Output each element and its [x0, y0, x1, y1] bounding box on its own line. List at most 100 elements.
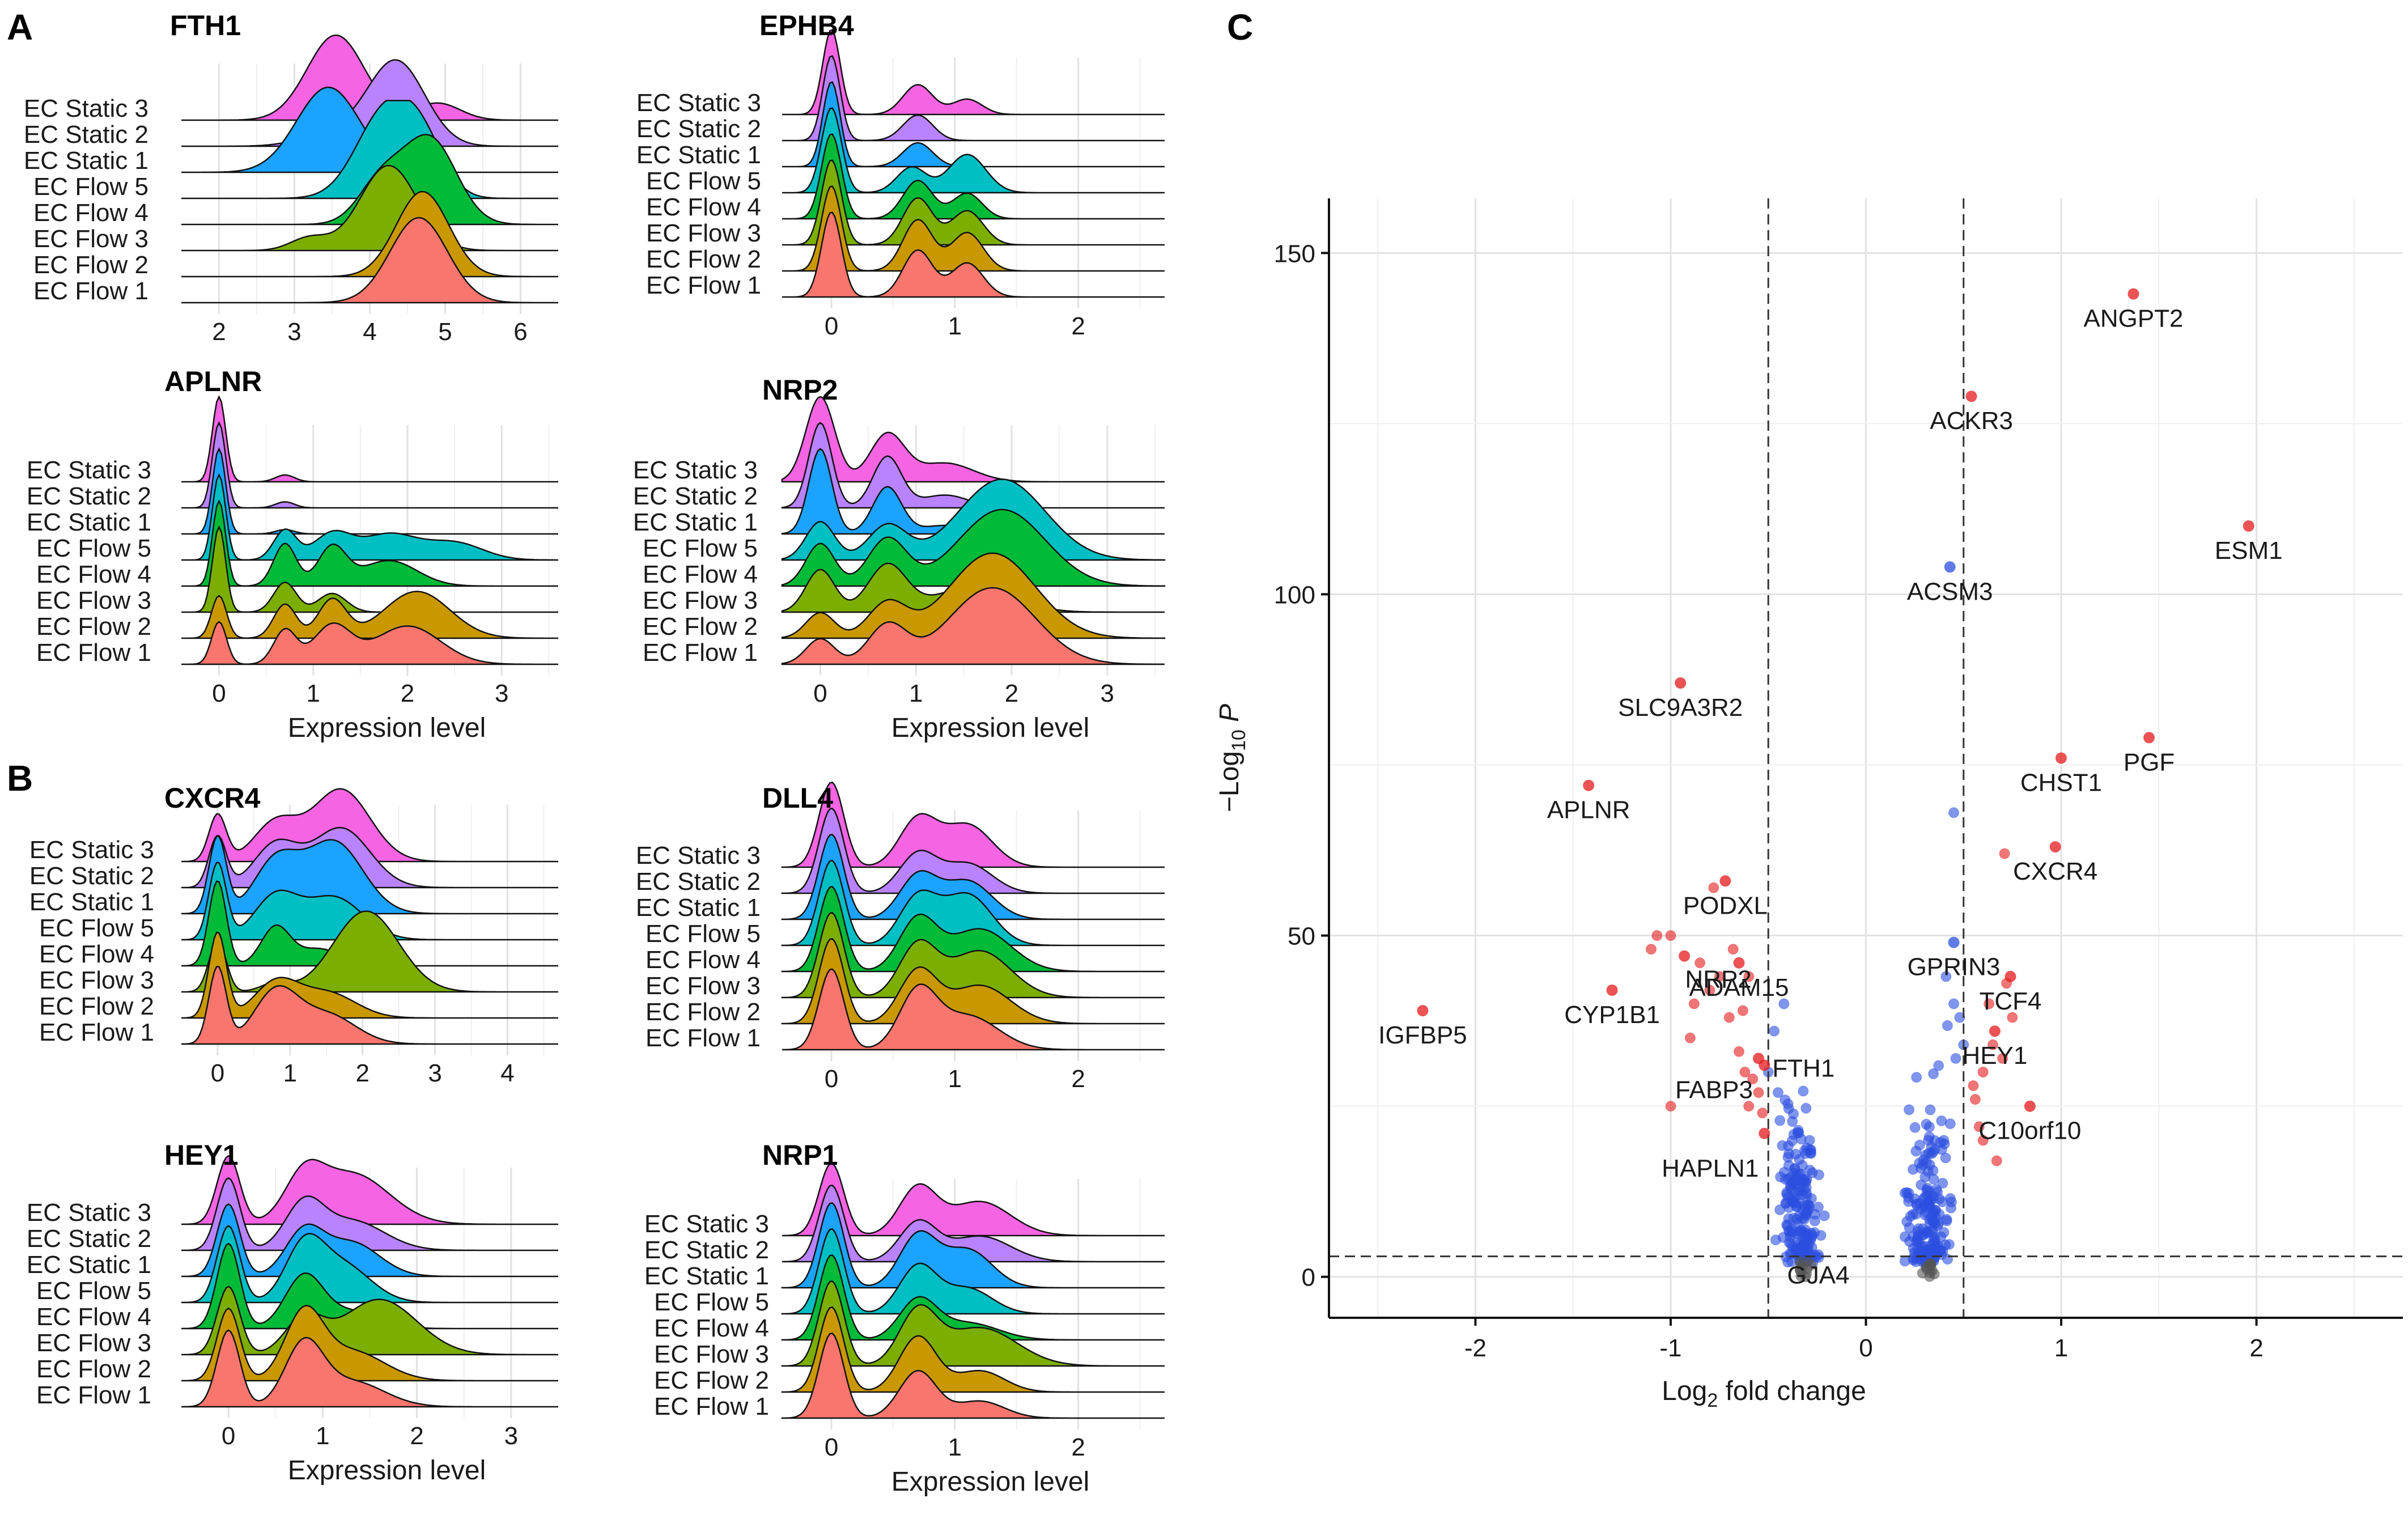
- volcano-point-p: [1932, 1186, 1943, 1198]
- volcano-point-p: [1948, 998, 1959, 1009]
- ridge-title: EPHB4: [759, 10, 854, 41]
- volcano-point-p: [1911, 1198, 1922, 1210]
- ridge-plot-fth1: EC Static 3EC Static 2EC Static 1EC Flow…: [24, 10, 558, 346]
- ridge-row-label: EC Flow 5: [36, 1277, 151, 1305]
- volcano-point-ackr3: [1965, 391, 1977, 402]
- volcano-plot: ANGPT2 ACKR3 ESM1 ACSM3 SLC9A3R2 PGF CHST1 APLN…: [1214, 198, 2403, 1411]
- volcano-point-label: HAPLN1: [1662, 1155, 1759, 1182]
- volcano-point-p: [1932, 1220, 1943, 1231]
- volcano-point-p: [1922, 1197, 1934, 1208]
- ridge-plot-nrp2: EC Static 3EC Static 2EC Static 1EC Flow…: [633, 374, 1166, 743]
- volcano-point-hapln1: [1759, 1127, 1770, 1139]
- volcano-point-label: FTH1: [1772, 1054, 1834, 1082]
- volcano-point-p: [1909, 1247, 1920, 1258]
- volcano-point-label: ADAM15: [1689, 974, 1789, 1002]
- ridge-row-label: EC Flow 1: [36, 1381, 151, 1409]
- ridge-title: NRP2: [762, 374, 838, 406]
- volcano-x-tick-label: 0: [1859, 1334, 1872, 1362]
- ridge-tick-label: 1: [948, 1433, 962, 1461]
- volcano-point-label: GJA4: [1787, 1262, 1849, 1289]
- ridge-row-label: EC Static 3: [27, 1199, 151, 1227]
- ridge-row-label: EC Static 1: [644, 1262, 769, 1290]
- volcano-point-p: [1911, 1072, 1922, 1083]
- volcano-point-label: C10orf10: [1978, 1117, 2081, 1145]
- volcano-point-label: ACKR3: [1930, 407, 2013, 435]
- ridge-row-label: EC Flow 3: [645, 972, 761, 1000]
- volcano-point-p: [1782, 1152, 1794, 1163]
- volcano-point-p: [1904, 1222, 1915, 1233]
- ridge-row-label: EC Static 1: [27, 1251, 151, 1279]
- volcano-point-p: [1806, 1148, 1816, 1159]
- ridge-tick-label: 2: [355, 1059, 369, 1087]
- volcano-point-label: SLC9A3R2: [1618, 694, 1743, 722]
- volcano-point-p: [1910, 1145, 1922, 1157]
- ridge-tick-label: 2: [401, 680, 414, 707]
- ridge-row-label: EC Flow 1: [646, 271, 761, 299]
- ridge-row-label: EC Static 2: [27, 1225, 151, 1253]
- volcano-point-sig: [1734, 1046, 1744, 1057]
- volcano-point-p: [1780, 1094, 1791, 1106]
- volcano-point-p: [1769, 1025, 1780, 1037]
- volcano-point-cyp1b1: [1606, 985, 1618, 996]
- ridge-row-label: EC Flow 1: [36, 639, 151, 667]
- volcano-point-p: [1940, 971, 1952, 982]
- volcano-point-p: [1813, 1169, 1824, 1181]
- volcano-point-adam15: [1733, 957, 1745, 969]
- volcano-point-p: [1908, 1164, 1918, 1175]
- volcano-point-label: PGF: [2124, 748, 2175, 776]
- volcano-point-label: CXCR4: [2013, 858, 2097, 885]
- volcano-point-ns: [1917, 1267, 1928, 1279]
- ridge-tick-label: 1: [283, 1059, 297, 1087]
- volcano-point-sig: [1665, 930, 1676, 941]
- volcano-point-sig: [1977, 1135, 1989, 1146]
- volcano-x-tick-label: -2: [1464, 1334, 1487, 1362]
- ridge-row-label: EC Flow 2: [643, 613, 758, 640]
- ridge-tick-label: 1: [948, 312, 962, 340]
- volcano-point-p: [1793, 1127, 1804, 1139]
- ridge-tick-label: 0: [222, 1422, 235, 1450]
- ridge-plot-ephb4: EC Static 3EC Static 2EC Static 1EC Flow…: [636, 10, 1165, 340]
- ridge-row-label: EC Static 3: [24, 95, 148, 122]
- ridge-density: [181, 591, 558, 639]
- ridge-row-label: EC Flow 1: [654, 1393, 769, 1420]
- ridge-row-label: EC Flow 4: [654, 1314, 769, 1342]
- ridge-row-label: EC Static 3: [633, 456, 758, 484]
- volcano-point-label: ANGPT2: [2083, 305, 2183, 333]
- ridge-row-label: EC Flow 2: [646, 245, 761, 273]
- volcano-point-sig: [1969, 1094, 1981, 1105]
- volcano-point-p: [1774, 1115, 1786, 1126]
- volcano-point-p: [1924, 1159, 1935, 1170]
- volcano-point-sig: [1753, 1087, 1764, 1098]
- ridge-density: [181, 190, 558, 278]
- volcano-point-p: [1800, 1102, 1812, 1114]
- volcano-point-p: [1909, 1122, 1921, 1133]
- ridge-row-label: EC Flow 5: [36, 534, 151, 562]
- ridge-row-label: EC Static 1: [636, 141, 761, 169]
- ridge-density: [181, 1155, 558, 1225]
- volcano-point-p: [1925, 1104, 1936, 1115]
- ridge-plot-dll4: EC Static 3EC Static 2EC Static 1EC Flow…: [636, 782, 1165, 1093]
- ridge-tick-label: 0: [825, 1065, 838, 1093]
- ridge-row-label: EC Static 3: [27, 456, 151, 484]
- panel-letter-c: C: [1227, 7, 1253, 48]
- volcano-point-p: [1928, 1208, 1939, 1219]
- volcano-point-p: [1803, 1234, 1814, 1245]
- ridge-row-label: EC Flow 2: [654, 1367, 769, 1394]
- volcano-point-p: [1819, 1210, 1830, 1221]
- ridge-row-label: EC Flow 2: [33, 251, 148, 279]
- volcano-point-slc9a3r2: [1675, 677, 1687, 689]
- ridge-row-label: EC Flow 3: [654, 1340, 769, 1368]
- volcano-x-tick-label: 2: [2249, 1334, 2263, 1362]
- ridge-plot-nrp1: EC Static 3EC Static 2EC Static 1EC Flow…: [644, 1139, 1165, 1497]
- ridge-row-label: EC Static 2: [29, 862, 154, 890]
- volcano-point-p: [1797, 1189, 1808, 1200]
- panel-letter-a: A: [7, 7, 33, 48]
- ridge-tick-label: 4: [500, 1059, 514, 1087]
- ridge-title: CXCR4: [164, 782, 261, 814]
- ridge-plot-aplnr: EC Static 3EC Static 2EC Static 1EC Flow…: [27, 366, 558, 743]
- volcano-point-p: [1940, 1240, 1951, 1250]
- ridge-row-label: EC Flow 5: [646, 167, 761, 195]
- volcano-point-p: [1942, 1020, 1953, 1031]
- ridge-density: [181, 966, 558, 1045]
- volcano-point-gja4: [1790, 1244, 1802, 1255]
